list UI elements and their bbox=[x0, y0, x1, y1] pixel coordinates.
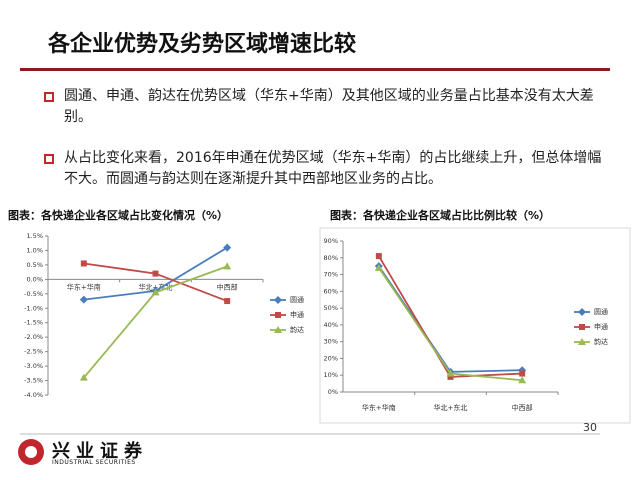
y-tick-label: 90% bbox=[324, 237, 338, 245]
y-tick-label: -4.0% bbox=[24, 391, 43, 399]
logo-text: 兴业证券 bbox=[52, 441, 148, 462]
y-tick-label: 50% bbox=[324, 304, 338, 312]
marker bbox=[79, 295, 88, 304]
y-tick-label: -2.5% bbox=[24, 348, 43, 356]
chart-title: 图表：各快递企业各区域占比比例比较（%） bbox=[330, 208, 550, 222]
marker bbox=[519, 370, 526, 377]
legend-label: 韵达 bbox=[290, 325, 304, 334]
x-tick-label: 华东+华南 bbox=[362, 403, 396, 412]
title-rule bbox=[20, 68, 610, 71]
legend-label: 圆通 bbox=[594, 307, 608, 316]
y-tick-label: 0.0% bbox=[26, 275, 43, 283]
y-tick-label: -0.5% bbox=[24, 290, 43, 298]
y-tick-label: -2.0% bbox=[24, 333, 43, 341]
logo-subtext: INDUSTRIAL SECURITIES bbox=[52, 459, 136, 466]
chart-title: 图表：各快递企业各区域占比变化情况（%） bbox=[8, 208, 228, 222]
marker bbox=[223, 262, 232, 270]
y-tick-label: 40% bbox=[324, 321, 338, 329]
y-tick-label: 30% bbox=[324, 338, 338, 346]
marker bbox=[152, 270, 159, 277]
marker bbox=[275, 312, 281, 318]
y-tick-label: 20% bbox=[324, 354, 338, 362]
marker bbox=[375, 253, 382, 260]
y-tick-label: -3.0% bbox=[24, 362, 43, 370]
y-tick-label: -1.5% bbox=[24, 319, 43, 327]
marker bbox=[80, 260, 87, 267]
marker bbox=[374, 263, 383, 271]
series-line bbox=[83, 262, 228, 302]
y-tick-label: 0% bbox=[328, 388, 338, 396]
y-tick-label: 10% bbox=[324, 371, 338, 379]
slide-title: 各企业优势及劣势区域增速比较 bbox=[48, 32, 357, 57]
marker bbox=[151, 288, 160, 296]
marker bbox=[579, 324, 585, 330]
x-tick-label: 华北+东北 bbox=[139, 282, 173, 291]
marker bbox=[578, 338, 586, 345]
marker bbox=[578, 308, 586, 316]
marker bbox=[79, 373, 88, 381]
y-tick-label: 60% bbox=[324, 287, 338, 295]
x-tick-label: 华北+东北 bbox=[434, 403, 468, 412]
y-tick-label: 0.5% bbox=[26, 261, 43, 269]
marker bbox=[223, 243, 232, 252]
legend-label: 韵达 bbox=[594, 337, 608, 346]
y-tick-label: 1.5% bbox=[26, 232, 43, 240]
series-line bbox=[378, 265, 523, 373]
logo-mark bbox=[25, 446, 37, 458]
marker bbox=[518, 376, 527, 384]
y-tick-label: 80% bbox=[324, 254, 338, 262]
y-tick-label: 70% bbox=[324, 271, 338, 279]
series-line bbox=[378, 255, 523, 378]
chart-frame bbox=[319, 227, 631, 424]
marker bbox=[274, 326, 282, 333]
bullet-icon bbox=[44, 92, 54, 102]
marker bbox=[446, 369, 455, 377]
series-line bbox=[378, 267, 523, 382]
x-tick-label: 中西部 bbox=[512, 403, 533, 412]
marker bbox=[274, 296, 282, 304]
bullet-text: 圆通、申通、韵达在优势区域（华东+华南）及其他区域的业务量占比基本没有太大差别。 bbox=[64, 88, 594, 125]
page-number: 30 bbox=[583, 421, 597, 434]
x-tick-label: 中西部 bbox=[217, 282, 238, 291]
x-tick-label: 华东+华南 bbox=[67, 282, 101, 291]
bullet-icon bbox=[44, 154, 54, 164]
legend-label: 圆通 bbox=[290, 295, 304, 304]
bullet-text: 从占比变化来看，2016年申通在优势区域（华东+华南）的占比继续上升，但总体增幅… bbox=[64, 150, 602, 187]
marker bbox=[224, 298, 231, 305]
y-tick-label: -1.0% bbox=[24, 304, 43, 312]
legend-label: 申通 bbox=[594, 322, 608, 331]
legend-label: 申通 bbox=[290, 310, 304, 319]
y-tick-label: -3.5% bbox=[24, 377, 43, 385]
y-tick-label: 1.0% bbox=[26, 246, 43, 254]
marker bbox=[447, 373, 454, 380]
